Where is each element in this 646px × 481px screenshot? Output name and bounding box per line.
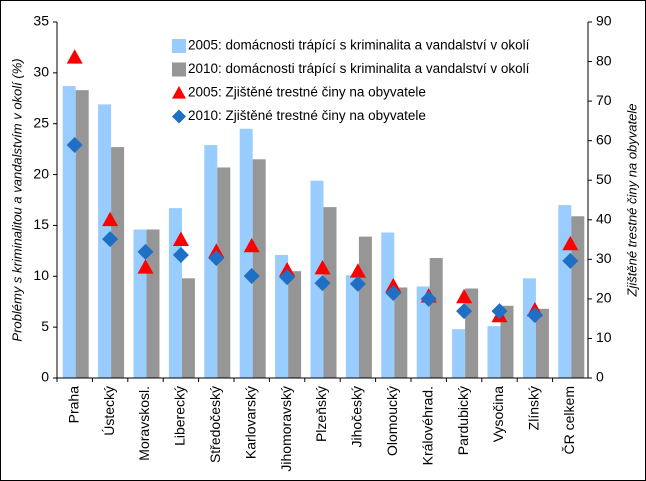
y-tick-label: 30 (33, 64, 49, 80)
bar (535, 308, 549, 378)
y2-tick-label: 10 (596, 329, 612, 345)
x-tick-label: Zlínský (526, 386, 542, 430)
bar (345, 275, 359, 378)
marker (562, 235, 579, 251)
marker (137, 259, 154, 274)
bar (429, 257, 443, 378)
bar (288, 271, 302, 378)
x-tick-label: Ústecký (101, 386, 117, 436)
x-tick-label: Plzeňský (313, 386, 329, 442)
x-tick-label: Královéhrad. (419, 386, 435, 465)
marker (208, 250, 225, 267)
marker (314, 275, 331, 292)
marker (66, 49, 83, 64)
y-tick-label: 5 (41, 318, 49, 334)
bar (571, 216, 585, 378)
y-tick-label: 0 (41, 369, 49, 385)
y2-tick-label: 70 (596, 92, 612, 108)
bar (146, 229, 160, 378)
y-tick-label: 10 (33, 267, 49, 283)
bar (323, 207, 337, 378)
y-axis-label: Problémy s kriminalitou a vandalstvím v … (9, 58, 24, 341)
bar (204, 145, 218, 378)
y2-tick-label: 20 (596, 290, 612, 306)
y2-tick-label: 40 (596, 210, 612, 226)
bar (310, 180, 324, 378)
x-tick-label: Jihočeský (349, 386, 365, 447)
bar (217, 167, 231, 378)
legend-swatch (172, 86, 186, 99)
y2-tick-label: 30 (596, 250, 612, 266)
marker (66, 137, 83, 154)
marker (102, 211, 119, 227)
marker (562, 252, 579, 269)
bar (358, 236, 372, 378)
marker (137, 243, 154, 260)
bar (239, 128, 253, 378)
bar (62, 86, 76, 378)
y2-tick-label: 60 (596, 131, 612, 147)
y-tick-label: 15 (33, 216, 49, 232)
marker (420, 290, 437, 307)
legend-swatch (172, 109, 186, 124)
bar (252, 159, 266, 378)
marker (526, 307, 543, 324)
marker (491, 303, 508, 320)
y-tick-label: 25 (33, 114, 49, 130)
marker (385, 284, 402, 301)
marker (314, 260, 331, 275)
legend-swatch (172, 62, 186, 77)
marker (102, 231, 119, 248)
bar (558, 205, 572, 378)
marker (243, 237, 260, 253)
bar (394, 287, 408, 378)
bar (416, 286, 430, 378)
marker (456, 288, 473, 304)
bar (381, 232, 395, 378)
marker (172, 246, 189, 263)
x-tick-label: ČR celkem (561, 386, 577, 454)
x-tick-label: Olomoucký (384, 386, 400, 456)
legend-label: 2005: Zjištěné trestné činy na obyvatele (188, 85, 426, 100)
y2-tick-label: 50 (596, 171, 612, 187)
x-tick-label: Liberecký (172, 386, 188, 446)
x-tick-label: Moravskosl. (136, 386, 152, 461)
marker (243, 267, 260, 284)
x-tick-label: Pardubický (455, 386, 471, 455)
bar (275, 254, 289, 378)
bar (181, 278, 195, 378)
legend-label: 2010: domácnosti trápící s kriminalita a… (188, 61, 530, 76)
marker (172, 231, 189, 246)
y2-axis-label: Zjištěné trestné činy na obyvatele (624, 104, 639, 298)
x-tick-label: Středočeský (207, 386, 223, 463)
marker (349, 263, 366, 278)
bar (452, 329, 466, 378)
x-tick-label: Praha (65, 386, 81, 424)
bar (75, 90, 89, 379)
marker (279, 269, 296, 286)
y-tick-label: 35 (33, 13, 49, 29)
y-tick-label: 20 (33, 165, 49, 181)
bar (500, 305, 514, 378)
x-tick-label: Karlovarský (242, 386, 258, 459)
legend-swatch (172, 39, 186, 53)
marker (456, 303, 473, 320)
x-tick-label: Vysočina (490, 386, 506, 443)
legend-label: 2010: Zjištěné trestné činy na obyvatele (188, 108, 426, 123)
legend-label: 2005: domácnosti trápící s kriminalita a… (188, 38, 530, 53)
y2-tick-label: 0 (596, 369, 604, 385)
bar (111, 147, 125, 378)
y2-tick-label: 80 (596, 52, 612, 68)
bar (487, 326, 501, 378)
x-tick-label: Jihomoravský (278, 386, 294, 472)
bar (522, 278, 536, 378)
y2-tick-label: 90 (596, 13, 612, 29)
marker (349, 275, 366, 292)
